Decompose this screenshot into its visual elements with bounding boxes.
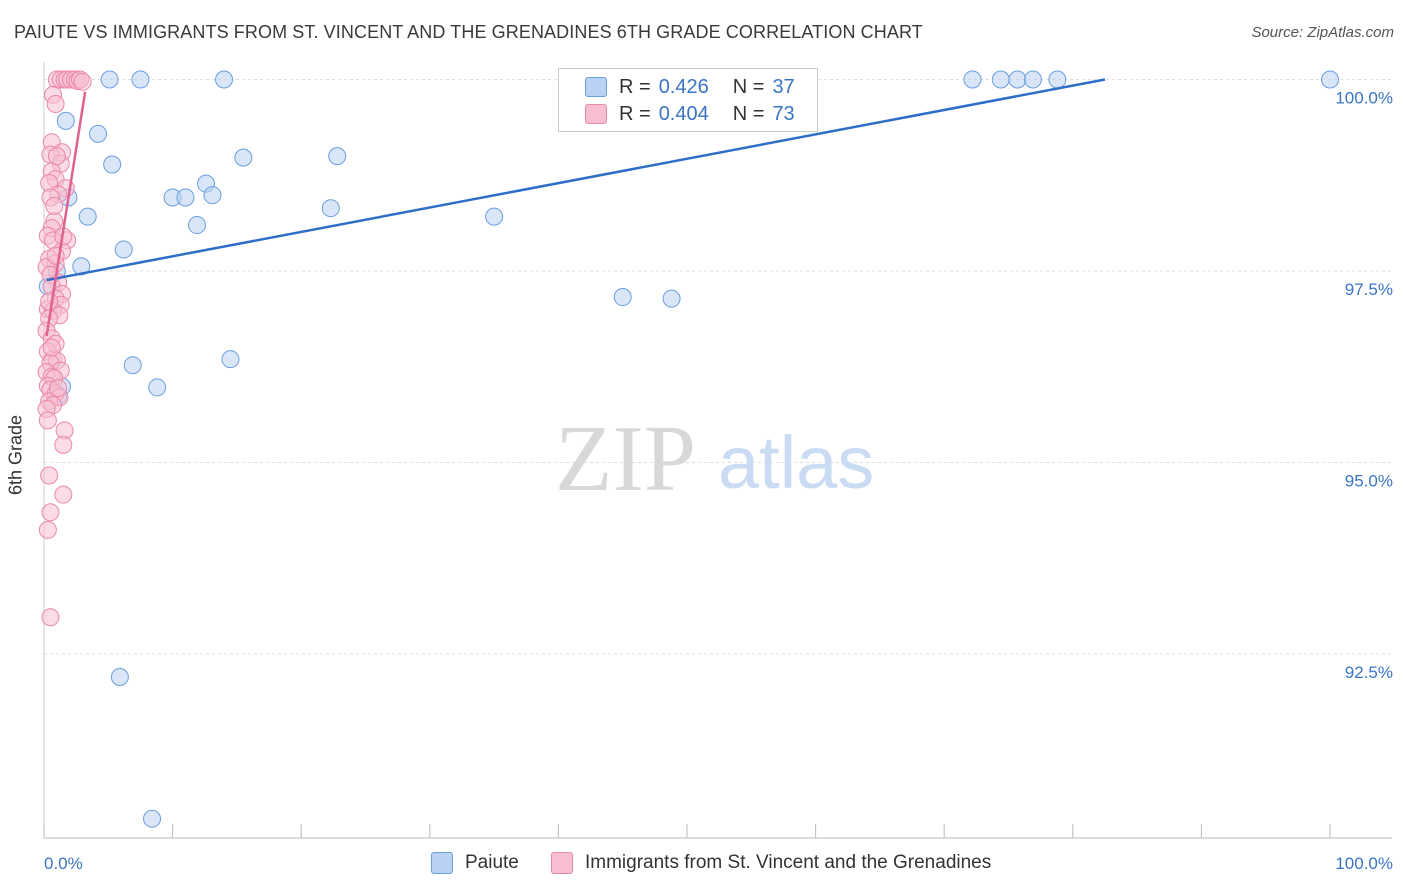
- paiute-point-10: [56, 111, 75, 130]
- immigrants-point-8: [73, 72, 92, 91]
- watermark: ZIP atlas: [555, 407, 874, 511]
- immigrants-point-58: [38, 411, 57, 430]
- series-legend: Paiute Immigrants from St. Vincent and t…: [0, 852, 1406, 876]
- paiute-point-0: [100, 70, 119, 89]
- legend-swatch-paiute: [585, 77, 607, 97]
- paiute-point-6: [1008, 70, 1027, 89]
- paiute-point-2: [215, 70, 234, 89]
- legend-r-value-immigrants: 0.404: [658, 102, 709, 125]
- paiute-point-21: [321, 199, 340, 218]
- y-tick-label-0: 100.0%: [1335, 89, 1393, 108]
- legend-row-immigrants: R = 0.404 N = 73: [585, 101, 795, 127]
- legend-n-label: N =: [732, 102, 765, 125]
- paiute-point-13: [234, 148, 253, 167]
- legend-label-paiute: Paiute: [465, 852, 519, 873]
- legend-item-immigrants[interactable]: Immigrants from St. Vincent and the Gren…: [551, 852, 991, 874]
- paiute-point-31: [148, 378, 167, 397]
- immigrants-point-63: [41, 503, 60, 522]
- legend-n-label: N =: [732, 75, 765, 98]
- paiute-trend-line: [46, 78, 1106, 282]
- paiute-point-5: [991, 70, 1010, 89]
- paiute-point-14: [328, 147, 347, 166]
- paiute-point-26: [613, 288, 632, 307]
- paiute-point-25: [72, 257, 91, 276]
- paiute-point-22: [485, 207, 504, 226]
- paiute-point-12: [103, 155, 122, 174]
- immigrants-point-64: [38, 520, 57, 539]
- immigrants-point-61: [40, 466, 59, 485]
- watermark-zip: ZIP: [555, 407, 696, 511]
- paiute-point-34: [110, 667, 129, 686]
- paiute-point-30: [123, 356, 142, 375]
- immigrants-trend-line: [45, 91, 87, 337]
- immigrants-point-60: [54, 435, 73, 454]
- legend-n-value-immigrants: 73: [772, 102, 795, 125]
- y-tick-label-1: 97.5%: [1345, 280, 1393, 299]
- immigrants-point-70: [42, 338, 61, 357]
- immigrants-point-66: [46, 246, 65, 265]
- paiute-point-18: [176, 188, 195, 207]
- paiute-point-24: [114, 240, 133, 259]
- legend-row-paiute: R = 0.426 N = 37: [585, 74, 795, 100]
- paiute-point-29: [221, 350, 240, 369]
- immigrants-point-10: [46, 95, 65, 114]
- legend-swatch-immigrants: [551, 852, 573, 874]
- paiute-point-8: [1048, 70, 1067, 89]
- immigrants-point-72: [40, 292, 59, 311]
- immigrants-point-65: [41, 608, 60, 627]
- x-tick-label-1: 100.0%: [1335, 854, 1393, 873]
- immigrants-point-62: [54, 485, 73, 504]
- legend-item-paiute[interactable]: Paiute: [431, 852, 519, 874]
- y-axis-label: 6th Grade: [5, 414, 26, 496]
- paiute-point-1: [131, 70, 150, 89]
- immigrants-point-71: [49, 379, 68, 398]
- legend-swatch-paiute: [431, 852, 453, 874]
- trend-lines: [45, 78, 1106, 337]
- paiute-point-16: [203, 186, 222, 205]
- paiute-point-27: [662, 289, 681, 308]
- stats-legend: R = 0.426 N = 37 R = 0.404 N = 73: [558, 68, 818, 132]
- legend-swatch-immigrants: [585, 104, 607, 124]
- chart-title: PAIUTE VS IMMIGRANTS FROM ST. VINCENT AN…: [14, 22, 923, 42]
- paiute-point-23: [188, 216, 207, 235]
- paiute-point-7: [1023, 70, 1042, 89]
- scatter-points: [37, 70, 1339, 828]
- y-tick-label-3: 92.5%: [1345, 663, 1393, 682]
- paiute-point-4: [963, 70, 982, 89]
- immigrants-point-68: [45, 196, 64, 215]
- tick-labels: 100.0% 97.5% 95.0% 92.5% 0.0% 100.0%: [44, 89, 1393, 874]
- paiute-point-20: [78, 207, 97, 226]
- source-label: Source: ZipAtlas.com: [1251, 24, 1394, 41]
- legend-r-value-paiute: 0.426: [658, 75, 709, 98]
- legend-r-label: R =: [619, 75, 651, 98]
- legend-r-label: R =: [619, 102, 651, 125]
- paiute-point-35: [143, 809, 162, 828]
- paiute-point-9: [1321, 70, 1339, 89]
- legend-n-value-paiute: 37: [772, 75, 795, 98]
- y-tick-label-2: 95.0%: [1345, 472, 1393, 491]
- immigrants-point-69: [47, 147, 66, 166]
- legend-label-immigrants: Immigrants from St. Vincent and the Gren…: [585, 852, 992, 873]
- watermark-atlas: atlas: [718, 421, 874, 504]
- x-tick-label-0: 0.0%: [44, 854, 83, 873]
- paiute-point-11: [89, 124, 108, 143]
